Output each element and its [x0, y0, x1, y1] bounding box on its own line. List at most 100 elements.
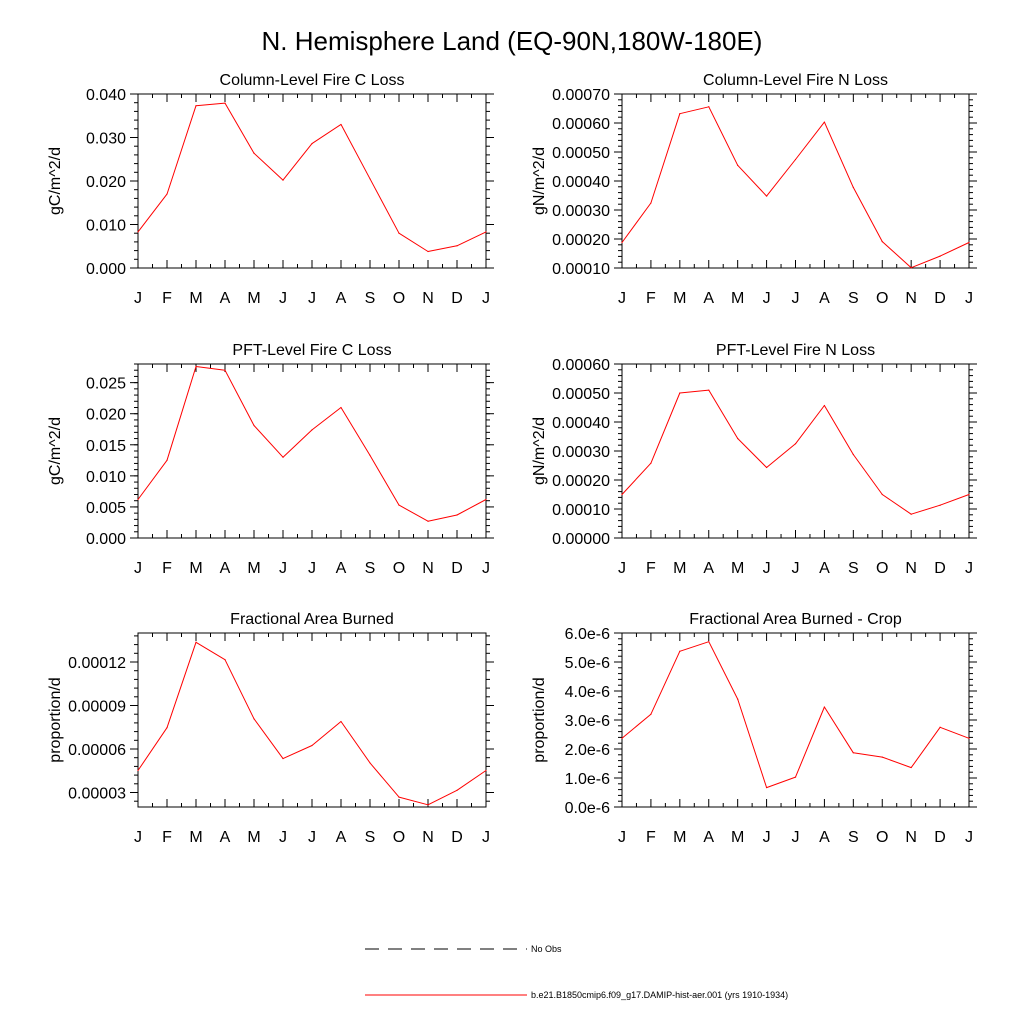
data-point: [369, 178, 371, 180]
data-point: [195, 105, 197, 107]
data-point: [794, 443, 797, 445]
x-tick-label: J: [279, 290, 287, 307]
x-tick-label: M: [731, 560, 744, 577]
data-point: [708, 641, 710, 643]
x-tick-label: D: [934, 290, 946, 307]
data-point: [881, 756, 883, 758]
panel-title: PFT-Level Fire N Loss: [716, 342, 875, 359]
x-tick-label: D: [451, 560, 463, 577]
x-tick-label: J: [763, 829, 771, 846]
data-point: [253, 424, 255, 427]
data-point: [282, 179, 284, 181]
y-tick-label: 0.000: [86, 261, 126, 278]
x-tick-label: S: [848, 560, 859, 577]
y-tick-label: 0.00040: [552, 174, 610, 191]
x-tick-label: O: [876, 560, 888, 577]
legend-no-obs-label: No Obs: [531, 944, 562, 954]
data-point: [427, 520, 429, 522]
data-point: [485, 769, 487, 772]
x-tick-label: M: [673, 560, 686, 577]
x-tick-label: J: [482, 829, 490, 846]
x-tick-label: J: [792, 290, 800, 307]
data-point: [398, 796, 400, 798]
data-point: [765, 466, 768, 469]
data-point: [282, 456, 284, 458]
data-point: [737, 437, 739, 440]
data-point: [852, 186, 854, 188]
data-point: [679, 392, 681, 394]
data-point: [737, 164, 739, 166]
x-tick-label: A: [220, 560, 231, 577]
x-tick-label: N: [905, 560, 917, 577]
y-tick-label: 0.00010: [552, 502, 610, 519]
data-point: [166, 459, 168, 461]
x-tick-label: J: [965, 290, 973, 307]
x-tick-label: M: [731, 829, 744, 846]
y-tick-label: 0.0e-6: [565, 800, 610, 817]
data-point: [621, 493, 623, 496]
data-point: [224, 369, 226, 371]
x-tick-label: J: [279, 560, 287, 577]
data-point: [939, 255, 941, 257]
x-tick-label: A: [703, 829, 714, 846]
figure-title: N. Hemisphere Land (EQ-90N,180W-180E): [262, 26, 763, 56]
data-point: [737, 698, 739, 700]
x-tick-label: S: [365, 829, 376, 846]
y-axis-label: proportion/d: [47, 677, 64, 762]
x-tick-label: N: [905, 829, 917, 846]
data-point: [881, 493, 883, 496]
data-point: [650, 202, 652, 204]
y-tick-label: 0.00000: [552, 531, 610, 548]
x-tick-label: M: [731, 290, 744, 307]
data-point: [852, 752, 854, 754]
x-tick-label: J: [482, 290, 490, 307]
x-tick-label: A: [336, 560, 347, 577]
x-tick-label: F: [162, 560, 172, 577]
x-tick-label: J: [308, 290, 316, 307]
data-point: [708, 389, 710, 391]
x-tick-label: N: [422, 560, 434, 577]
x-tick-label: M: [247, 290, 260, 307]
data-point: [823, 404, 826, 407]
data-point: [195, 365, 197, 368]
data-point: [456, 514, 458, 516]
x-tick-label: D: [451, 829, 463, 846]
data-point: [137, 498, 139, 501]
x-tick-label: F: [646, 829, 656, 846]
x-tick-label: F: [162, 290, 172, 307]
x-tick-label: J: [618, 290, 626, 307]
data-point: [224, 659, 226, 661]
x-tick-label: J: [763, 560, 771, 577]
data-point: [650, 462, 652, 464]
x-tick-label: F: [162, 829, 172, 846]
data-point: [398, 504, 400, 506]
data-point: [910, 513, 912, 515]
x-tick-label: J: [308, 560, 316, 577]
x-tick-label: J: [482, 560, 490, 577]
y-tick-label: 6.0e-6: [565, 626, 610, 643]
x-tick-label: D: [451, 290, 463, 307]
x-tick-label: O: [876, 829, 888, 846]
x-tick-label: A: [336, 290, 347, 307]
data-point: [621, 737, 623, 739]
x-tick-label: M: [247, 829, 260, 846]
x-tick-label: J: [965, 560, 973, 577]
data-point: [794, 776, 797, 778]
legend: No Obs b.e21.B1850cmip6.f09_g17.DAMIP-hi…: [365, 944, 788, 1000]
x-tick-label: M: [189, 290, 202, 307]
data-point: [650, 713, 652, 715]
x-tick-label: A: [703, 560, 714, 577]
data-point: [224, 102, 226, 104]
x-tick-label: A: [819, 829, 830, 846]
data-point: [253, 718, 255, 720]
panel-title: Column-Level Fire N Loss: [703, 72, 888, 89]
data-point: [485, 498, 487, 501]
x-tick-label: J: [618, 829, 626, 846]
data-point: [852, 453, 854, 456]
y-tick-label: 0.00010: [552, 261, 610, 278]
chart-panel-6: Fractional Area Burned - Crop proportion/…: [531, 611, 977, 846]
y-tick-label: 0.025: [86, 376, 126, 393]
x-tick-label: D: [934, 829, 946, 846]
data-point: [311, 142, 313, 145]
